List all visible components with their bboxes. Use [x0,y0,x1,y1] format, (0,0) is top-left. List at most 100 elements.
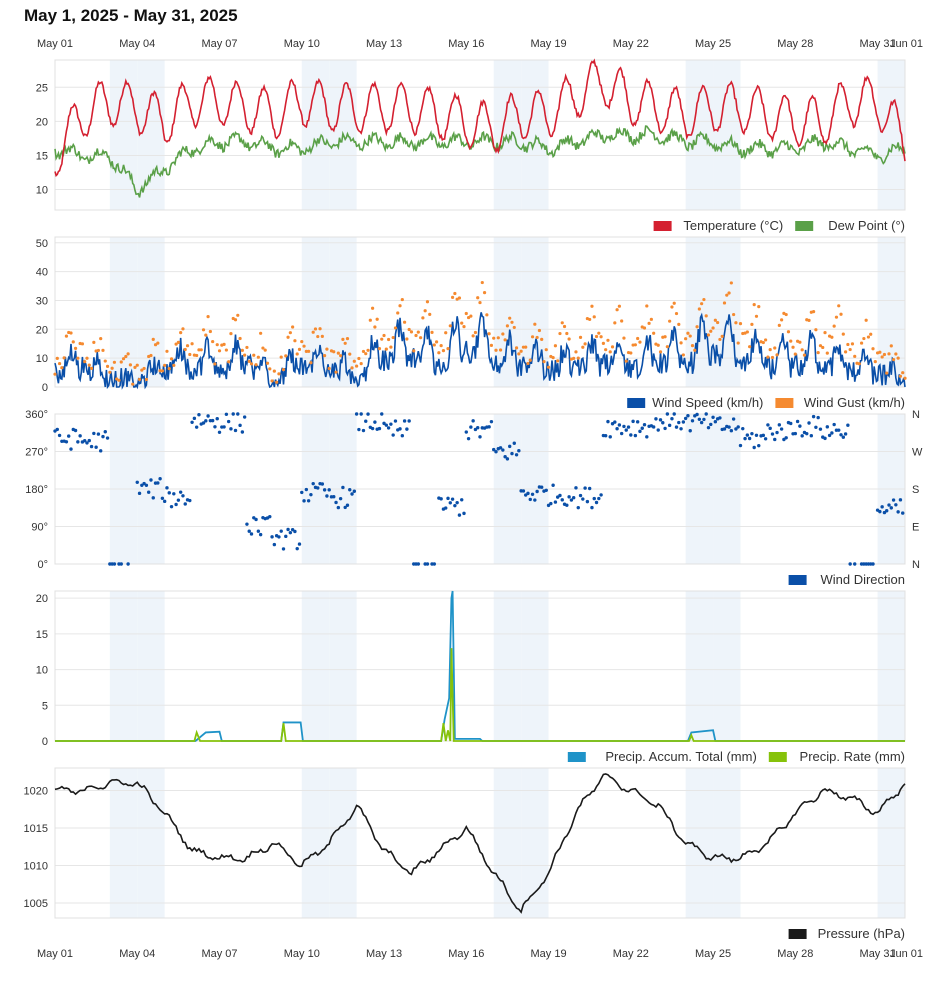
wind-direction-point [613,420,617,424]
wind-direction-point [416,562,421,566]
wind-direction-point [503,455,507,459]
date-tick-label: May 07 [201,948,237,960]
wind-direction-point [322,488,327,492]
legend-swatch [768,752,787,762]
wind-gust-point [894,352,898,356]
wind-direction-point [197,413,201,417]
legend-swatch [788,575,807,585]
wind-gust-point [277,372,281,376]
wind-direction-point [841,435,846,439]
wind-direction-point [526,491,530,496]
wind-gust-point [567,337,571,341]
wind-gust-point [87,363,91,367]
legend-swatch [775,398,794,408]
wind-direction-point [695,412,699,417]
wind-direction-point [521,489,526,493]
wind-gust-point [498,348,503,352]
wind-gust-point [341,337,345,341]
wind-gust-point [903,376,907,380]
wind-direction-point [606,419,610,424]
weekend-band [301,237,330,387]
weekend-band [301,60,330,210]
wind-gust-point [119,360,123,364]
wind-gust-point [425,300,430,304]
wind-gust-point [670,305,674,309]
wind-direction-point [126,562,130,566]
wind-direction-point [103,430,107,434]
weekend-band [137,768,165,918]
wind-direction-point [297,542,302,546]
wind-gust-point [272,369,276,373]
wind-gust-point [281,368,286,372]
wind-gust-point [677,322,681,326]
wind-gust-point [686,331,690,335]
wind-gust-point [311,330,315,334]
wind-gust-point [887,352,891,356]
wind-direction-point [158,477,162,481]
wind-gust-point [578,335,583,339]
wind-gust-point [839,312,843,316]
wind-gust-point [179,331,183,335]
wind-gust-point [307,349,311,353]
wind-direction-point [391,433,395,437]
wind-gust-point [615,308,619,312]
wind-gust-point [761,340,765,345]
wind-direction-point [544,488,548,493]
wind-direction-point [327,488,331,492]
wind-direction-point [217,430,222,434]
wind-gust-point [526,361,530,366]
wind-direction-point [686,413,690,418]
y-tick-label: 10 [36,665,48,677]
wind-gust-point [674,311,679,316]
wind-direction-point [501,448,505,452]
wind-gust-point [588,317,592,322]
wind-direction-point [183,502,187,506]
wind-gust-point [185,344,190,348]
wind-direction-point [272,542,277,547]
y-tick-label: 20 [36,593,48,605]
wind-gust-point [679,341,683,345]
wind-gust-point [229,332,233,336]
weekend-band [109,237,138,387]
wind-direction-point [162,499,167,504]
wind-direction-point [517,448,521,453]
wind-direction-point [466,436,471,441]
wind-direction-point [585,499,590,504]
wind-gust-point [432,343,436,347]
wind-direction-point [167,491,171,495]
wind-gust-point [896,356,900,360]
date-tick-label: May 01 [37,948,73,960]
weekend-band [301,768,330,918]
wind-gust-point [530,335,535,339]
wind-gust-point [834,315,839,319]
wind-gust-point [745,330,749,334]
wind-gust-point [453,291,457,296]
wind-direction-point [667,423,672,428]
y-tick-label: 50 [36,238,48,250]
wind-gust-point [80,342,85,346]
date-tick-label: May 25 [695,948,731,960]
weekend-band [877,237,905,387]
wind-gust-point [482,291,487,295]
wind-gust-point [843,350,848,354]
wind-gust-point [464,311,468,316]
wind-gust-point [441,349,446,353]
wind-direction-point [316,486,320,490]
wind-direction-point [455,500,459,505]
wind-gust-point [227,360,231,364]
wind-gust-point [818,344,823,348]
wind-direction-point [146,490,151,494]
wind-gust-point [617,304,621,308]
wind-direction-point [702,417,706,422]
wind-gust-point [133,365,137,370]
wind-gust-point [592,315,596,319]
wind-gust-point [144,377,148,382]
wind-direction-point [592,496,596,501]
wind-direction-point [174,502,178,507]
wind-direction-point [645,435,649,439]
wind-gust-point [880,355,884,359]
wind-gust-point [355,364,359,368]
wind-direction-point [402,419,407,423]
wind-gust-point [261,346,265,350]
wind-direction-point [343,505,347,510]
